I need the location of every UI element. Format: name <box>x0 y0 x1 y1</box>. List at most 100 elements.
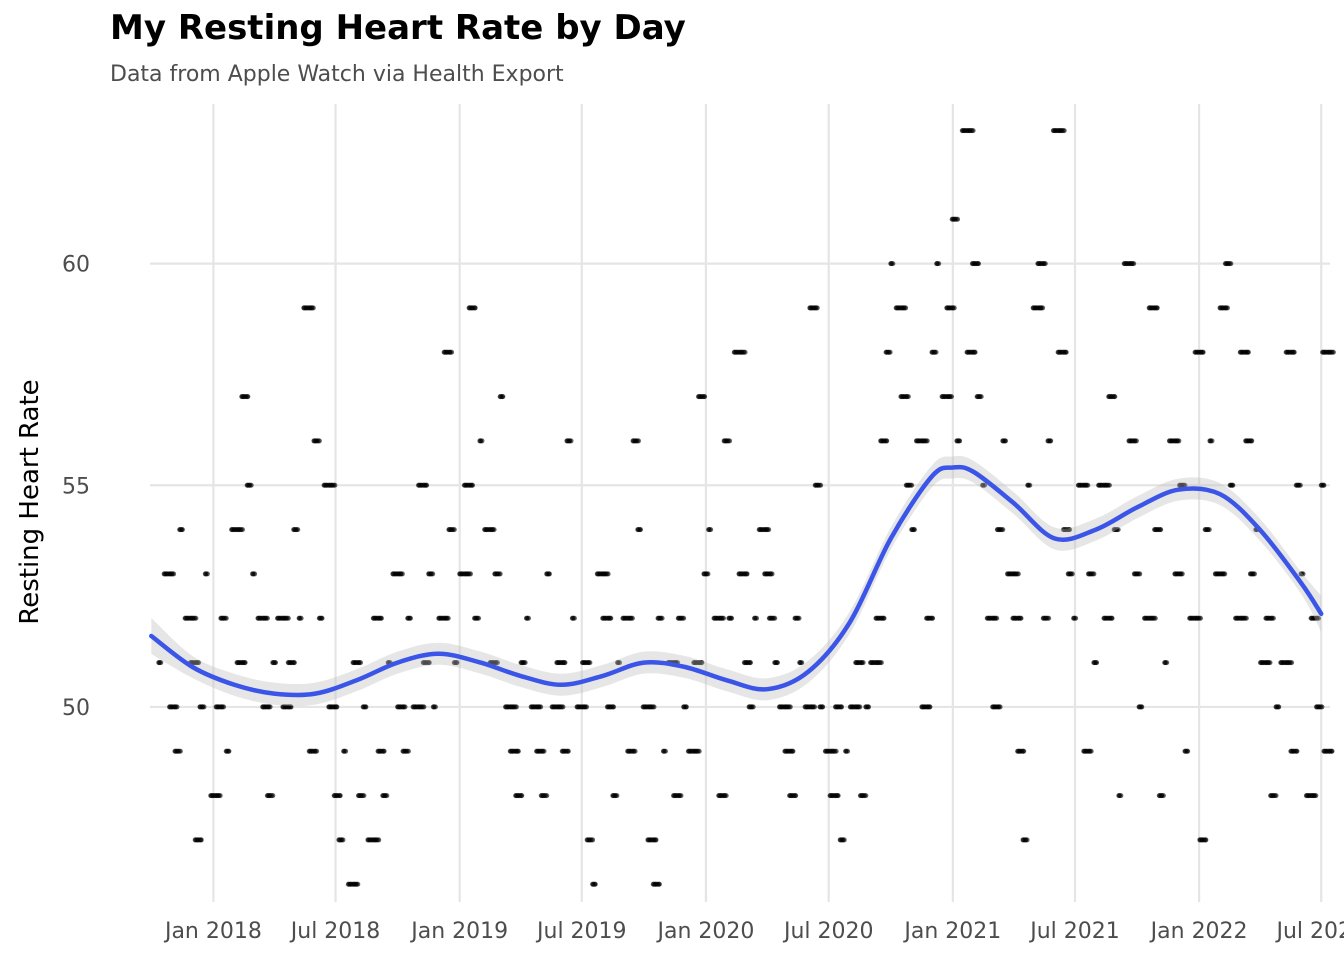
data-point <box>1112 394 1118 400</box>
data-point <box>1297 482 1303 488</box>
data-point <box>267 704 273 710</box>
data-point <box>702 394 708 400</box>
data-point <box>610 704 616 710</box>
chart-subtitle: Data from Apple Watch via Health Export <box>110 62 564 87</box>
data-point <box>997 704 1003 710</box>
data-point <box>332 482 338 488</box>
data-point <box>1040 305 1046 311</box>
data-point <box>905 394 911 400</box>
data-point <box>298 615 304 621</box>
data-point <box>705 571 711 577</box>
data-point <box>951 305 957 311</box>
data-point <box>982 482 988 488</box>
data-point <box>796 615 802 621</box>
data-point <box>1106 482 1112 488</box>
data-point <box>936 261 942 267</box>
y-tick-label: 50 <box>62 696 90 721</box>
data-point <box>562 660 568 666</box>
data-point <box>288 704 294 710</box>
data-point <box>975 261 981 267</box>
data-point <box>1067 527 1073 533</box>
data-point <box>1176 438 1182 444</box>
data-point <box>1300 571 1306 577</box>
x-tick-label: Jan 2022 <box>1149 919 1248 944</box>
data-point <box>242 660 248 666</box>
axis-ticks: Jan 2018 Jul 2018 Jan 2019 Jul 2019 Jan 2020… <box>62 253 1344 944</box>
data-point <box>316 438 322 444</box>
data-point <box>491 527 497 533</box>
data-point <box>430 571 436 577</box>
data-point <box>381 748 387 754</box>
data-point <box>407 615 413 621</box>
data-point <box>1048 438 1054 444</box>
y-tick-label: 55 <box>62 474 90 499</box>
data-point <box>1046 615 1052 621</box>
data-point <box>314 748 320 754</box>
data-point <box>519 793 525 799</box>
data-point <box>787 704 793 710</box>
data-point <box>742 349 748 355</box>
data-point <box>774 660 780 666</box>
data-point <box>544 793 550 799</box>
data-point <box>497 571 503 577</box>
data-point <box>513 704 519 710</box>
data-point <box>500 394 506 400</box>
data-point <box>1069 571 1075 577</box>
data-point <box>994 615 1000 621</box>
data-point <box>955 216 961 222</box>
data-point <box>363 704 369 710</box>
data-point <box>201 704 207 710</box>
data-point <box>678 793 684 799</box>
data-point <box>291 660 297 666</box>
data-point <box>1131 261 1137 267</box>
data-point <box>1276 704 1282 710</box>
data-point <box>1015 571 1021 577</box>
data-point <box>656 881 662 887</box>
data-point <box>449 349 455 355</box>
data-point <box>445 615 451 621</box>
data-point <box>451 527 457 533</box>
data-point <box>310 305 316 311</box>
data-point <box>340 837 346 843</box>
data-point <box>361 793 367 799</box>
data-point <box>729 615 735 621</box>
data-point <box>839 704 845 710</box>
data-point <box>272 660 278 666</box>
data-point <box>1294 748 1300 754</box>
x-tick-label: Jan 2018 <box>163 919 262 944</box>
data-point <box>1021 748 1027 754</box>
data-point <box>812 704 818 710</box>
data-point <box>1002 438 1008 444</box>
data-point <box>881 615 887 621</box>
data-point <box>769 571 775 577</box>
data-point <box>193 615 199 621</box>
data-point <box>541 748 547 754</box>
x-tick-label: Jan 2020 <box>655 919 754 944</box>
x-tick-label: Jul 2019 <box>535 919 627 944</box>
data-point <box>334 704 340 710</box>
data-point <box>239 527 245 533</box>
data-point <box>754 615 760 621</box>
data-point <box>264 615 270 621</box>
data-point <box>617 660 623 666</box>
data-point <box>653 837 659 843</box>
data-point <box>424 482 430 488</box>
data-point <box>226 748 232 754</box>
data-point <box>467 571 473 577</box>
data-point <box>1018 615 1024 621</box>
data-point <box>766 527 772 533</box>
data-point <box>221 704 227 710</box>
data-point <box>479 438 485 444</box>
data-point <box>1109 615 1115 621</box>
smooth-fit <box>149 456 1324 707</box>
data-point <box>835 793 841 799</box>
data-point <box>933 349 939 355</box>
data-point <box>1330 349 1336 355</box>
data-point <box>866 704 872 710</box>
x-tick-label: Jan 2021 <box>902 919 1001 944</box>
data-point <box>384 793 390 799</box>
data-point <box>270 793 276 799</box>
data-point <box>887 349 893 355</box>
y-axis-title: Resting Heart Rate <box>15 379 45 624</box>
data-point <box>1329 748 1335 754</box>
